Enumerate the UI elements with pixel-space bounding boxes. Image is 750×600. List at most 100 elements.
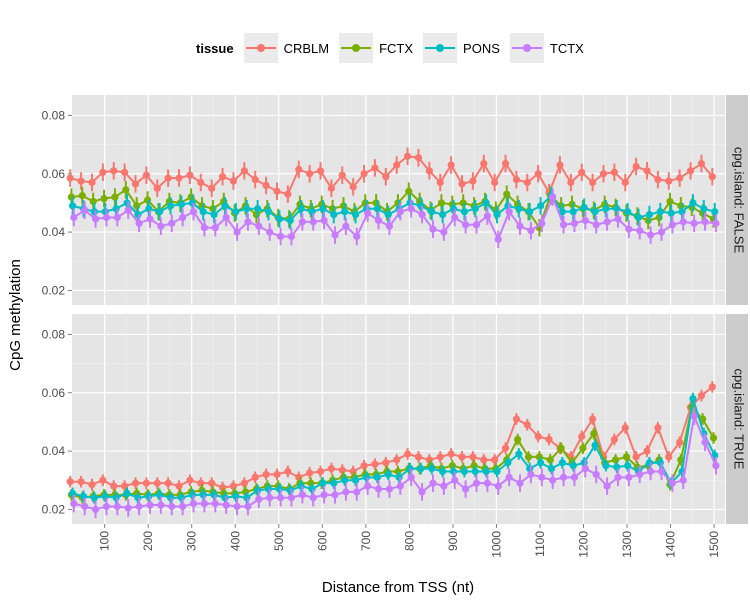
data-point [179,502,187,511]
data-point [218,173,227,181]
data-point [501,444,510,452]
data-point [657,467,666,476]
data-point [210,210,218,219]
data-point [447,161,455,169]
data-point [177,494,186,502]
data-point [297,482,305,490]
data-point [436,453,444,461]
data-point [276,232,285,241]
data-point [66,174,74,182]
data-point [514,435,522,444]
legend-key-fctx [339,33,374,63]
x-tick-label: 200 [141,531,155,551]
y-tick-label: 0.06 [42,167,66,181]
data-point [286,216,294,225]
data-point [621,424,629,432]
data-point [482,199,490,207]
data-point [308,485,316,493]
data-point [471,467,479,476]
x-tick-label: 400 [228,531,242,551]
data-point [362,473,371,481]
data-point [622,453,631,461]
data-point [384,470,392,479]
data-point [110,167,118,175]
data-point [701,438,709,446]
y-tick-label: 0.08 [42,108,66,122]
data-point [112,494,120,502]
data-point [407,205,415,213]
data-point [636,227,644,235]
data-point [200,224,208,232]
data-point [440,228,448,236]
data-point [437,199,446,207]
data-point [524,453,533,461]
data-point [177,200,186,208]
data-point [625,473,633,481]
data-point [221,202,229,210]
data-point [449,205,458,213]
data-point [425,167,433,175]
data-point [222,213,230,222]
data-point [418,210,426,219]
x-tick-label: 1000 [489,531,503,558]
data-point [157,501,165,509]
data-point [647,467,655,476]
data-point [556,161,564,169]
x-tick-label: 700 [359,531,373,551]
data-point [197,479,205,487]
data-point [251,175,259,184]
data-point [164,479,172,487]
data-point [523,178,531,187]
data-point [460,467,468,476]
data-point [145,205,153,213]
data-point [613,205,621,213]
data-point [570,219,579,227]
data-point [632,453,640,461]
data-point [624,208,632,216]
data-point [287,232,296,241]
data-point [143,196,152,204]
data-point [145,492,153,500]
data-point [101,492,109,500]
data-point [480,456,488,464]
data-point [295,165,303,173]
data-point [100,194,108,203]
data-point [364,482,372,490]
data-point [298,491,306,499]
data-point [558,208,566,216]
data-point [632,162,640,171]
data-point [124,504,132,512]
data-point [186,476,194,484]
data-point [643,167,651,175]
data-point [342,488,350,496]
data-point [462,485,470,493]
legend-key-crblm [243,33,278,63]
data-point [581,464,589,473]
data-point [557,444,565,452]
data-point [90,208,98,216]
data-point [262,470,270,479]
data-point [273,187,281,195]
data-point [69,202,77,210]
data-point [244,502,252,511]
data-point [589,178,597,187]
data-point [613,463,621,471]
data-point [113,213,121,222]
strip-label: cpg.island: TRUE [732,369,747,470]
series-crblm [66,147,716,203]
data-point [538,473,546,481]
data-point [327,184,335,192]
data-point [625,225,633,233]
data-point [679,476,687,484]
y-tick-label: 0.04 [42,225,66,239]
data-point [578,432,586,441]
data-point [503,190,511,198]
data-point [374,216,383,225]
data-point [700,205,708,213]
data-point [330,210,338,219]
data-point [689,199,697,207]
data-point [439,210,447,219]
data-point [469,453,477,461]
data-point [319,479,327,487]
data-point [88,481,96,489]
